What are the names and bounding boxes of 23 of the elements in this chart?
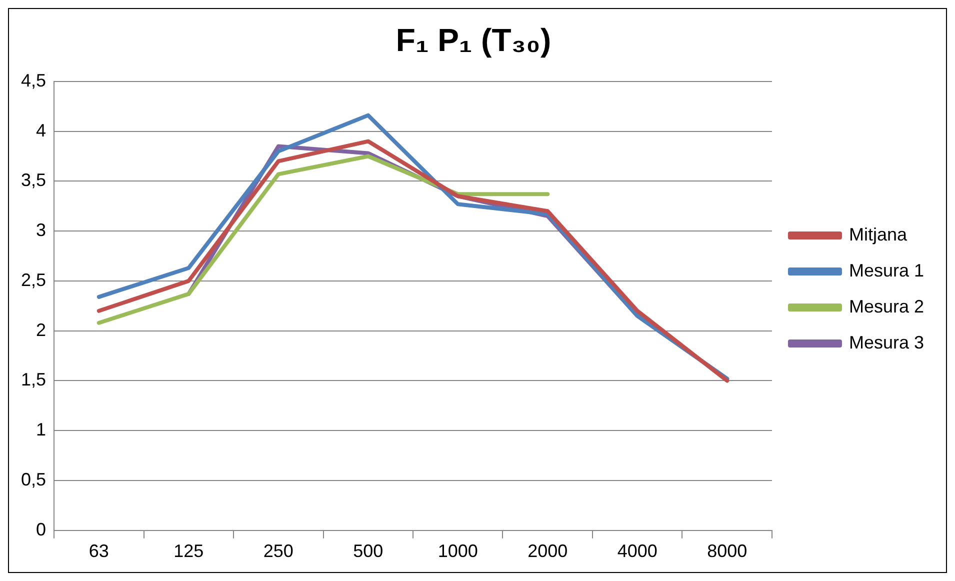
x-tick-label: 500 bbox=[353, 541, 384, 562]
y-tick-label: 3,5 bbox=[20, 170, 46, 190]
y-tick-label: 2 bbox=[36, 320, 46, 340]
y-tick-label: 0,5 bbox=[20, 469, 46, 490]
y-tick-label: 4,5 bbox=[20, 70, 46, 90]
y-tick-label: 2,5 bbox=[20, 270, 46, 290]
chart-title: F₁ P₁ (T₃₀) bbox=[396, 22, 552, 58]
x-tick-label: 2000 bbox=[528, 541, 568, 562]
legend-label: Mesura 1 bbox=[848, 260, 924, 280]
y-tick-label: 3 bbox=[36, 220, 46, 240]
y-tick-label: 0 bbox=[36, 519, 46, 540]
x-tick-label: 250 bbox=[263, 541, 294, 562]
y-tick-label: 1,5 bbox=[20, 370, 46, 390]
legend-label: Mesura 3 bbox=[848, 332, 924, 352]
x-tick-label: 4000 bbox=[617, 541, 658, 562]
legend-label: Mesura 2 bbox=[848, 296, 924, 316]
x-tick-label: 1000 bbox=[438, 541, 478, 562]
legend-label: Mitjana bbox=[848, 224, 908, 244]
x-tick-label: 125 bbox=[174, 541, 204, 562]
x-tick-label: 63 bbox=[88, 541, 109, 562]
y-tick-label: 1 bbox=[36, 420, 46, 440]
x-tick-label: 8000 bbox=[707, 541, 748, 562]
y-tick-label: 4 bbox=[36, 120, 46, 140]
